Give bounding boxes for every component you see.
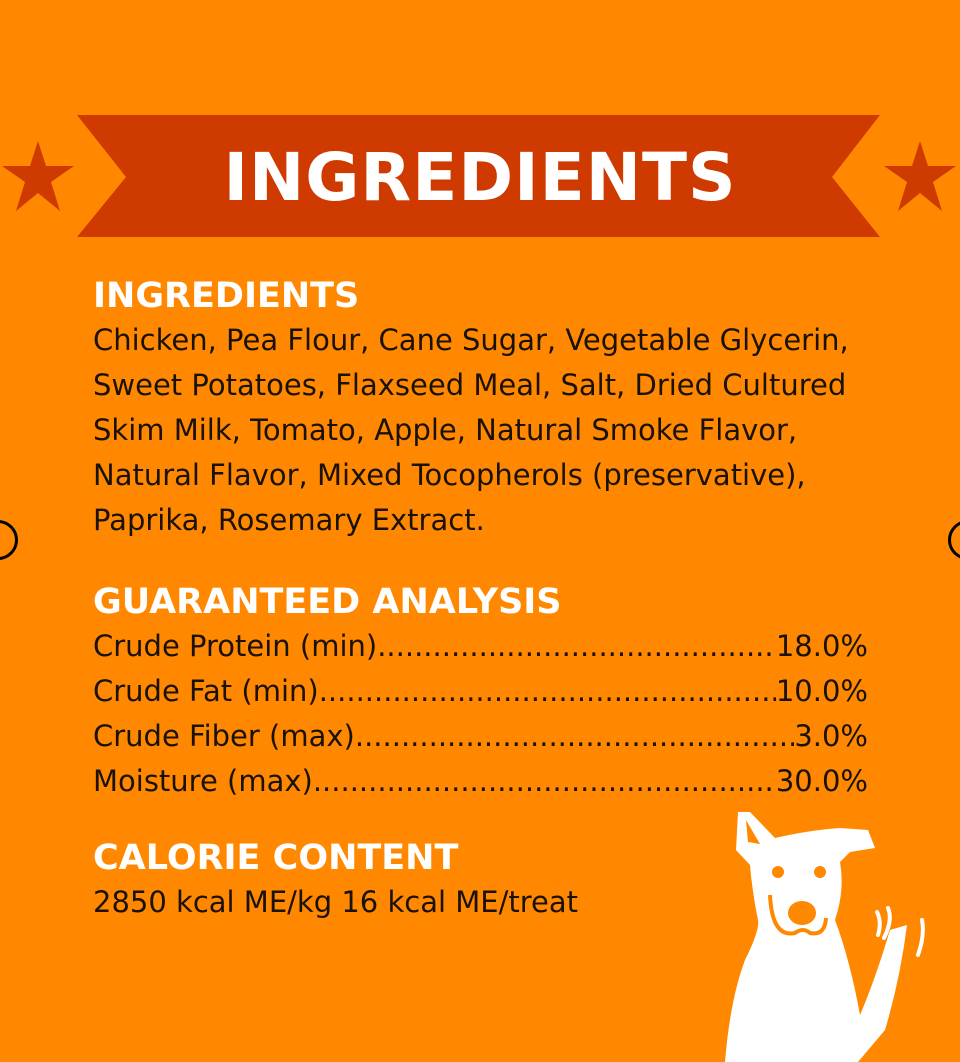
ribbon-shape <box>77 115 880 237</box>
title-banner <box>2 115 956 237</box>
carousel-prev-button[interactable] <box>0 520 18 560</box>
dog-illustration-icon <box>725 812 925 1062</box>
analysis-row: Crude Fiber (max) 3.0% <box>93 714 868 759</box>
analysis-section: GUARANTEED ANALYSIS Crude Protein (min) 1… <box>93 580 868 804</box>
analysis-label: Moisture (max) <box>93 764 313 798</box>
calorie-section: CALORIE CONTENT 2850 kcal ME/kg 16 kcal … <box>93 836 868 925</box>
analysis-label: Crude Protein (min) <box>93 629 378 663</box>
ingredients-section: INGREDIENTS Chicken, Pea Flour, Cane Sug… <box>93 274 868 543</box>
analysis-row: Crude Protein (min) 18.0% <box>93 624 868 669</box>
analysis-row: Moisture (max) 30.0% <box>93 759 868 804</box>
analysis-value: 3.0% <box>794 719 868 753</box>
ingredients-heading: INGREDIENTS <box>93 276 360 316</box>
analysis-value: 30.0% <box>775 764 868 798</box>
carousel-next-button[interactable] <box>948 520 960 560</box>
banner-title: INGREDIENTS <box>223 139 737 216</box>
analysis-label: Crude Fiber (max) <box>93 719 355 753</box>
star-icon <box>884 141 956 211</box>
star-icon <box>2 141 74 211</box>
calorie-heading: CALORIE CONTENT <box>93 838 459 878</box>
ingredients-text: Chicken, Pea Flour, Cane Sugar, Vegetabl… <box>93 323 849 537</box>
analysis-value: 18.0% <box>775 629 868 663</box>
analysis-row: Crude Fat (min) 10.0% <box>93 669 868 714</box>
analysis-heading: GUARANTEED ANALYSIS <box>93 582 562 622</box>
calorie-text: 2850 kcal ME/kg 16 kcal ME/treat <box>93 885 578 919</box>
analysis-value: 10.0% <box>775 674 868 708</box>
analysis-label: Crude Fat (min) <box>93 674 319 708</box>
